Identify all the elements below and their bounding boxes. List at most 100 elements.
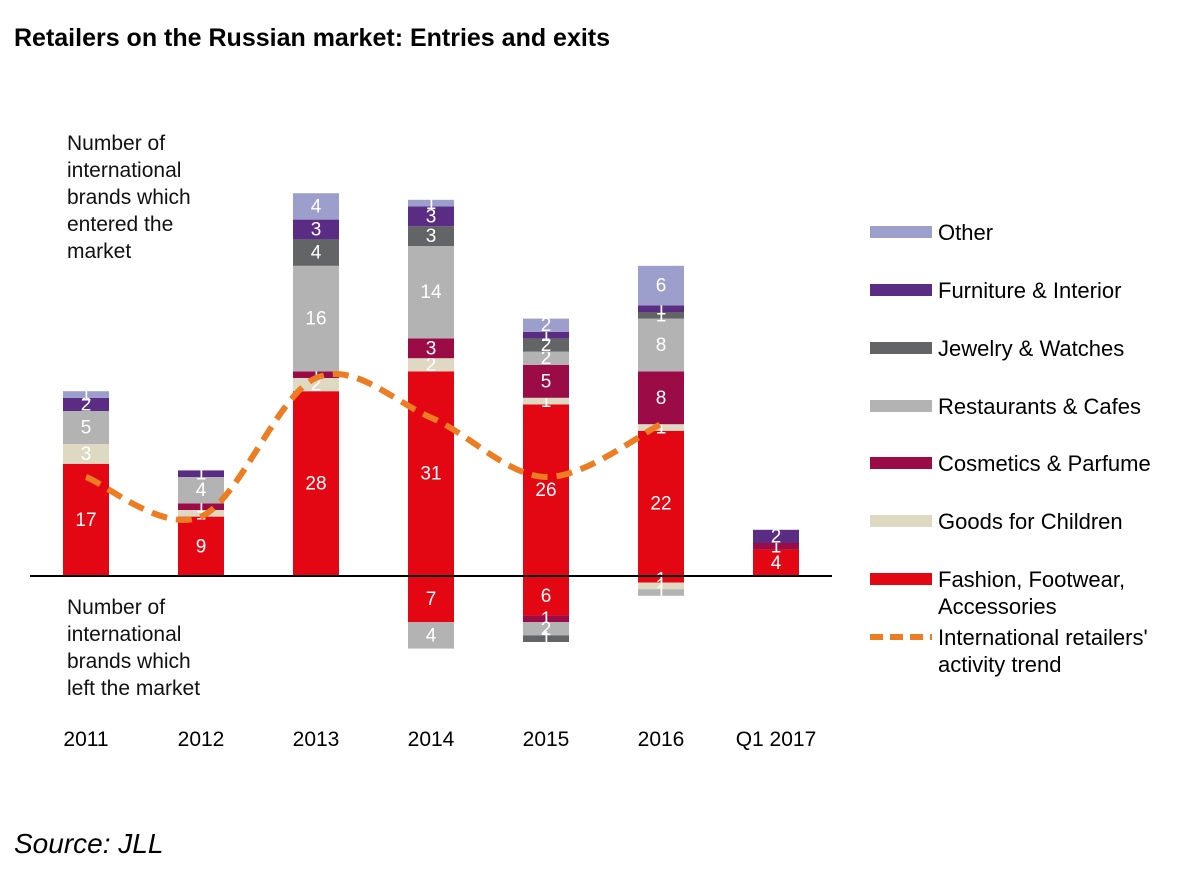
- legend-label: Accessories: [938, 594, 1057, 619]
- data-label: 1: [656, 569, 667, 590]
- bar-segment: [408, 226, 454, 246]
- bar-segment: [408, 338, 454, 359]
- bar-segment-exit: [408, 576, 454, 623]
- x-tick-label: 2014: [408, 728, 455, 751]
- bar-segment: [523, 331, 569, 339]
- data-label: 4: [311, 243, 322, 264]
- x-tick-label: 2012: [178, 728, 225, 751]
- data-label: 4: [426, 625, 437, 646]
- data-label: 14: [420, 282, 442, 303]
- data-label: 3: [426, 338, 437, 359]
- bar-segment-exit: [523, 615, 569, 623]
- bar-segment: [293, 371, 339, 378]
- data-label: 6: [541, 586, 552, 607]
- data-label: 7: [426, 589, 437, 610]
- bar-segment: [178, 503, 224, 510]
- bar-segment: [178, 516, 224, 576]
- data-label: 1: [656, 576, 667, 597]
- bar-segment: [638, 305, 684, 312]
- bar-segment: [753, 529, 799, 543]
- data-label: 1: [656, 418, 667, 439]
- data-label: 4: [196, 480, 207, 501]
- data-label: 3: [81, 444, 92, 465]
- data-label: 2: [541, 348, 552, 369]
- legend-label: International retailers': [938, 625, 1148, 650]
- bar-segment: [523, 404, 569, 576]
- bar-segment: [408, 246, 454, 339]
- legend-label: Restaurants & Cafes: [938, 394, 1141, 419]
- data-label: 26: [535, 480, 556, 501]
- bar-segment: [523, 338, 569, 352]
- data-label: 1: [541, 609, 552, 630]
- bar-segment: [638, 265, 684, 306]
- legend-swatch: [870, 400, 932, 412]
- bar-segment: [523, 397, 569, 405]
- data-label: 2: [541, 315, 552, 336]
- bar-segment-exit: [523, 635, 569, 642]
- bar-segment: [178, 510, 224, 517]
- x-tick-label: 2011: [63, 728, 108, 751]
- data-label: 2: [541, 619, 552, 640]
- x-tick-label: 2016: [638, 728, 685, 751]
- data-label: 1: [426, 193, 437, 214]
- data-label: 17: [75, 510, 96, 531]
- bar-segment: [523, 351, 569, 365]
- data-label: 1: [771, 536, 782, 557]
- bar-segment: [408, 199, 454, 207]
- legend-label: Cosmetics & Parfume: [938, 451, 1151, 476]
- legend-label: Jewelry & Watches: [938, 336, 1124, 361]
- data-label: 6: [656, 276, 667, 297]
- bar-segment-exit: [638, 582, 684, 590]
- bar-segment: [523, 364, 569, 398]
- bar-segment: [293, 219, 339, 240]
- chart-title: Retailers on the Russian market: Entries…: [14, 24, 611, 52]
- bar-segment: [63, 411, 109, 444]
- bar-segment: [293, 193, 339, 220]
- data-label: 16: [305, 309, 326, 330]
- legend-label: Furniture & Interior: [938, 278, 1121, 303]
- bar-segment: [63, 397, 109, 411]
- bar-segment: [408, 206, 454, 227]
- data-label: 5: [81, 418, 92, 439]
- data-label: 1: [656, 305, 667, 326]
- bar-segment-exit: [638, 576, 684, 583]
- data-label: 2: [771, 526, 782, 547]
- data-label: 1: [196, 497, 207, 518]
- bar-segment: [638, 371, 684, 425]
- legend-swatch: [870, 457, 932, 469]
- legend-swatch: [870, 284, 932, 296]
- bar-segment-exit: [523, 576, 569, 616]
- data-label: 1: [196, 464, 207, 485]
- data-label: 1: [656, 299, 667, 320]
- x-axis-labels: 2011 2012 2013 2014 2015 2016 Q1 2017: [63, 728, 816, 751]
- legend-label: Fashion, Footwear,: [938, 567, 1125, 592]
- bar-segment: [638, 318, 684, 372]
- bar-segment: [753, 549, 799, 576]
- data-label: 2: [311, 375, 322, 396]
- data-label: 2: [81, 394, 92, 415]
- bar-segment: [408, 358, 454, 372]
- bar-segment: [293, 391, 339, 576]
- bar-segment: [638, 312, 684, 319]
- data-label: 31: [420, 464, 441, 485]
- bar-segment: [63, 463, 109, 576]
- bar-segment: [293, 265, 339, 372]
- bar-segment-exit: [408, 622, 454, 649]
- data-label: 8: [656, 388, 667, 409]
- data-label: 9: [196, 536, 207, 557]
- bar-segment: [293, 378, 339, 392]
- legend-swatch: [870, 226, 932, 238]
- data-label: 1: [81, 385, 92, 406]
- entries-annotation: Number of international brands which ent…: [67, 132, 191, 263]
- bar-segment: [753, 543, 799, 550]
- legend: Other Furniture & Interior Jewelry & Watch…: [870, 220, 1151, 677]
- bar-segment: [293, 239, 339, 266]
- data-label: 4: [311, 196, 322, 217]
- data-label: 28: [305, 474, 326, 495]
- trend-group: [84, 371, 663, 523]
- x-tick-label: 2013: [293, 728, 340, 751]
- legend-swatch: [870, 515, 932, 527]
- legend-label: Goods for Children: [938, 509, 1123, 534]
